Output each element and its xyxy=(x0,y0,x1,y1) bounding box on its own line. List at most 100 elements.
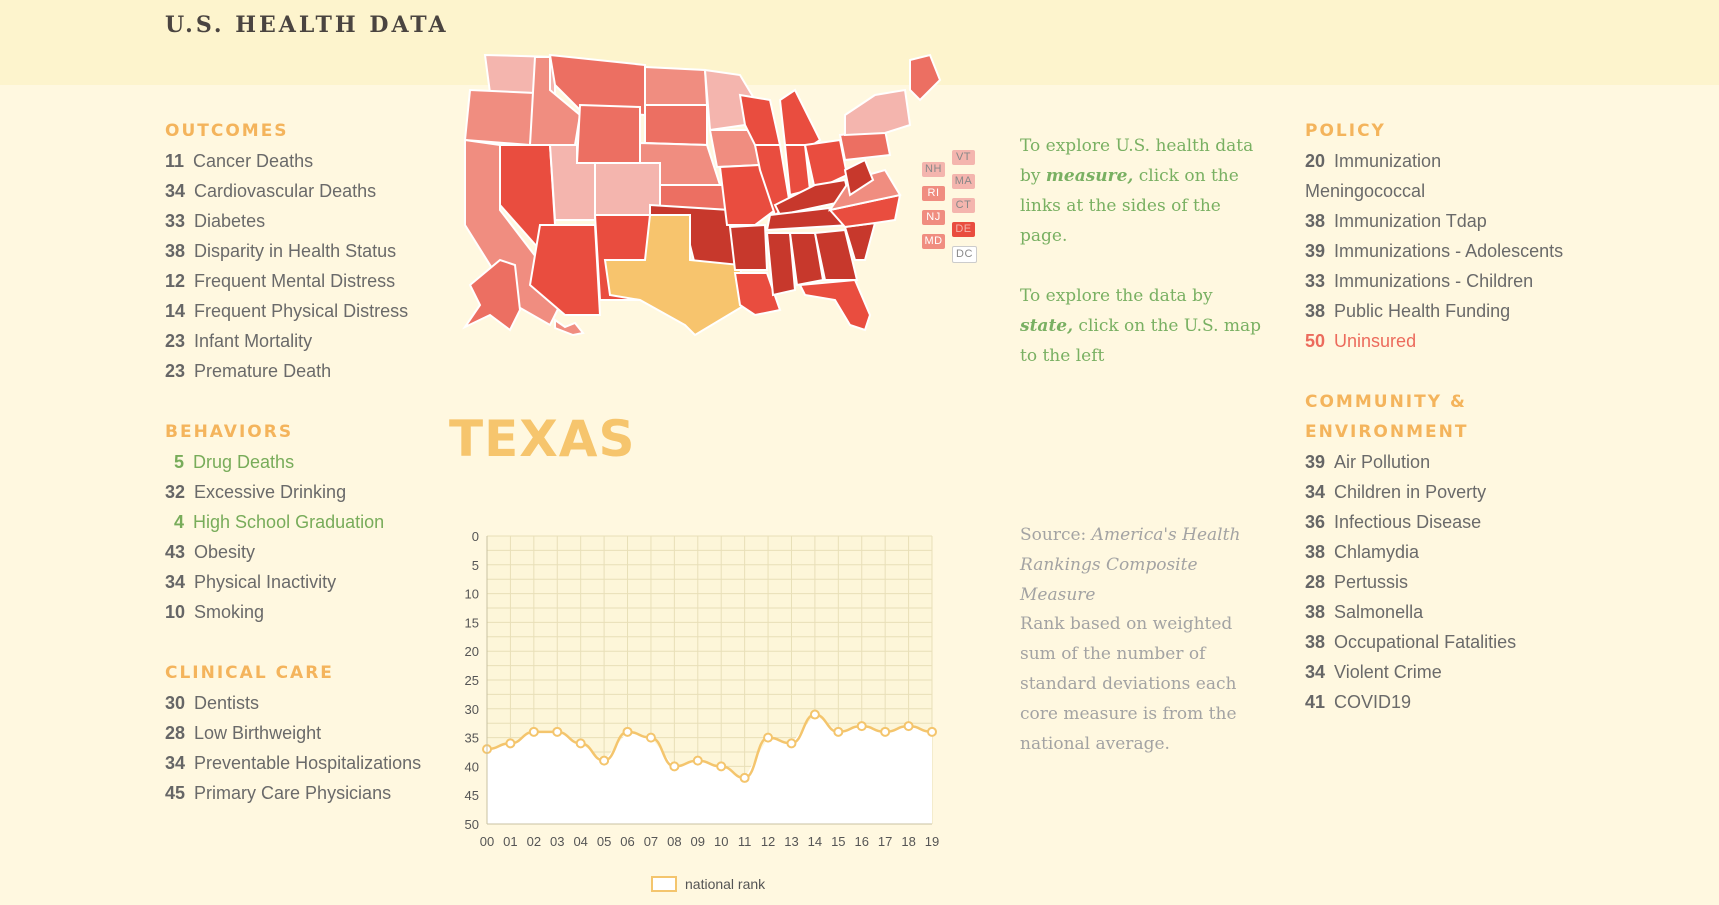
state-wy[interactable] xyxy=(575,103,641,164)
data-point-04[interactable] xyxy=(575,738,586,749)
data-point-11[interactable] xyxy=(739,772,750,783)
measure-rank: 10 xyxy=(165,602,186,622)
measure-link-high-school-graduation[interactable]: 4 High School Graduation xyxy=(165,507,425,537)
state-ga[interactable] xyxy=(813,228,859,281)
data-point-05[interactable] xyxy=(599,755,610,766)
measure-link-air-pollution[interactable]: 39 Air Pollution xyxy=(1305,447,1565,477)
measure-link-physical-inactivity[interactable]: 34 Physical Inactivity xyxy=(165,567,425,597)
state-va[interactable] xyxy=(827,168,902,212)
state-fl[interactable] xyxy=(798,278,872,332)
data-point-13[interactable] xyxy=(786,738,797,749)
data-point-01[interactable] xyxy=(505,738,516,749)
state-wv[interactable] xyxy=(843,158,875,197)
measure-link-immunization-tdap[interactable]: 38 Immunization Tdap xyxy=(1305,206,1565,236)
state-box-de[interactable]: DE xyxy=(952,222,975,237)
state-mo[interactable] xyxy=(718,163,777,226)
state-ak[interactable] xyxy=(462,258,522,332)
measure-link-premature-death[interactable]: 23 Premature Death xyxy=(165,356,425,386)
data-point-16[interactable] xyxy=(856,721,867,732)
measure-link-immunization-meningococcal[interactable]: 20 Immunization Meningococcal xyxy=(1305,146,1565,206)
data-point-19[interactable] xyxy=(927,726,937,737)
measure-label: Premature Death xyxy=(194,361,332,381)
state-box-ma[interactable]: MA xyxy=(952,174,975,189)
state-la[interactable] xyxy=(733,272,782,317)
measure-link-infant-mortality[interactable]: 23 Infant Mortality xyxy=(165,326,425,356)
measure-link-frequent-mental-distress[interactable]: 12 Frequent Mental Distress xyxy=(165,266,425,296)
instructions-measure: To explore U.S. health data by measure, … xyxy=(1020,131,1270,251)
x-tick-label: 05 xyxy=(597,834,611,849)
state-nd[interactable] xyxy=(644,65,709,106)
us-map-svg[interactable] xyxy=(455,45,975,365)
measure-link-obesity[interactable]: 43 Obesity xyxy=(165,537,425,567)
state-box-dc[interactable]: DC xyxy=(952,246,977,263)
data-point-14[interactable] xyxy=(809,709,820,720)
measure-link-immunizations-children[interactable]: 33 Immunizations - Children xyxy=(1305,266,1565,296)
legend-swatch[interactable] xyxy=(651,876,677,892)
measure-link-disparity-in-health-status[interactable]: 38 Disparity in Health Status xyxy=(165,236,425,266)
state-box-vt[interactable]: VT xyxy=(952,150,975,165)
measure-link-drug-deaths[interactable]: 5 Drug Deaths xyxy=(165,447,425,477)
measure-link-pertussis[interactable]: 28 Pertussis xyxy=(1305,567,1565,597)
measure-link-violent-crime[interactable]: 34 Violent Crime xyxy=(1305,657,1565,687)
measure-link-occupational-fatalities[interactable]: 38 Occupational Fatalities xyxy=(1305,627,1565,657)
measure-link-frequent-physical-distress[interactable]: 14 Frequent Physical Distress xyxy=(165,296,425,326)
state-hi[interactable] xyxy=(554,318,585,337)
data-point-08[interactable] xyxy=(669,761,680,772)
measure-link-primary-care-physicians[interactable]: 45 Primary Care Physicians xyxy=(165,778,425,808)
state-ms[interactable] xyxy=(765,232,797,297)
state-al[interactable] xyxy=(788,232,825,287)
x-tick-label: 01 xyxy=(503,834,517,849)
measure-link-cancer-deaths[interactable]: 11 Cancer Deaths xyxy=(165,146,425,176)
data-point-12[interactable] xyxy=(763,732,774,743)
data-point-07[interactable] xyxy=(645,732,656,743)
measure-rank: 34 xyxy=(165,181,186,201)
data-point-09[interactable] xyxy=(692,755,703,766)
measure-link-public-health-funding[interactable]: 38 Public Health Funding xyxy=(1305,296,1565,326)
x-tick-label: 12 xyxy=(761,834,775,849)
measure-link-cardiovascular-deaths[interactable]: 34 Cardiovascular Deaths xyxy=(165,176,425,206)
data-point-02[interactable] xyxy=(528,726,539,737)
measure-label: Obesity xyxy=(194,542,256,562)
measure-label: High School Graduation xyxy=(193,512,385,532)
state-az[interactable] xyxy=(528,224,602,316)
us-map[interactable]: NH VT MA RI CT NJ DE MD DC xyxy=(455,45,977,365)
data-point-03[interactable] xyxy=(552,726,563,737)
state-box-ri[interactable]: RI xyxy=(922,186,945,201)
data-point-15[interactable] xyxy=(833,726,844,737)
measure-link-immunizations-adolescents[interactable]: 39 Immunizations - Adolescents xyxy=(1305,236,1565,266)
measure-link-chlamydia[interactable]: 38 Chlamydia xyxy=(1305,537,1565,567)
measure-link-diabetes[interactable]: 33 Diabetes xyxy=(165,206,425,236)
y-tick-label: 0 xyxy=(472,529,479,544)
instructions-measure-text-end: click on the links at the sides of the p… xyxy=(1020,166,1239,246)
measure-link-salmonella[interactable]: 38 Salmonella xyxy=(1305,597,1565,627)
state-tx[interactable] xyxy=(603,214,747,337)
state-ny[interactable] xyxy=(844,88,912,137)
measure-link-uninsured[interactable]: 50 Uninsured xyxy=(1305,326,1565,356)
measure-link-excessive-drinking[interactable]: 32 Excessive Drinking xyxy=(165,477,425,507)
measure-rank: 12 xyxy=(165,271,186,291)
state-or[interactable] xyxy=(463,88,537,147)
measure-link-dentists[interactable]: 30 Dentists xyxy=(165,688,425,718)
state-box-md[interactable]: MD xyxy=(922,234,945,249)
measure-link-smoking[interactable]: 10 Smoking xyxy=(165,597,425,627)
measure-link-low-birthweight[interactable]: 28 Low Birthweight xyxy=(165,718,425,748)
measure-link-covid19[interactable]: 41 COVID19 xyxy=(1305,687,1565,717)
state-emphasis: state, xyxy=(1020,316,1074,336)
state-mi[interactable] xyxy=(778,88,822,152)
state-box-ct[interactable]: CT xyxy=(952,198,975,213)
state-box-nh[interactable]: NH xyxy=(922,162,945,177)
state-sd[interactable] xyxy=(644,104,708,147)
legend-label[interactable]: national rank xyxy=(685,876,766,892)
state-box-nj[interactable]: NJ xyxy=(922,210,945,225)
data-point-18[interactable] xyxy=(903,721,914,732)
data-point-17[interactable] xyxy=(880,726,891,737)
measure-link-children-in-poverty[interactable]: 34 Children in Poverty xyxy=(1305,477,1565,507)
measure-label: Immunization Meningococcal xyxy=(1305,151,1442,201)
measure-link-infectious-disease[interactable]: 36 Infectious Disease xyxy=(1305,507,1565,537)
section-title: OUTCOMES xyxy=(165,121,289,141)
measure-link-preventable-hospitalizations[interactable]: 34 Preventable Hospitalizations xyxy=(165,748,425,778)
state-me[interactable] xyxy=(909,53,942,102)
data-point-10[interactable] xyxy=(716,761,727,772)
state-ar[interactable] xyxy=(728,223,769,271)
data-point-06[interactable] xyxy=(622,726,633,737)
